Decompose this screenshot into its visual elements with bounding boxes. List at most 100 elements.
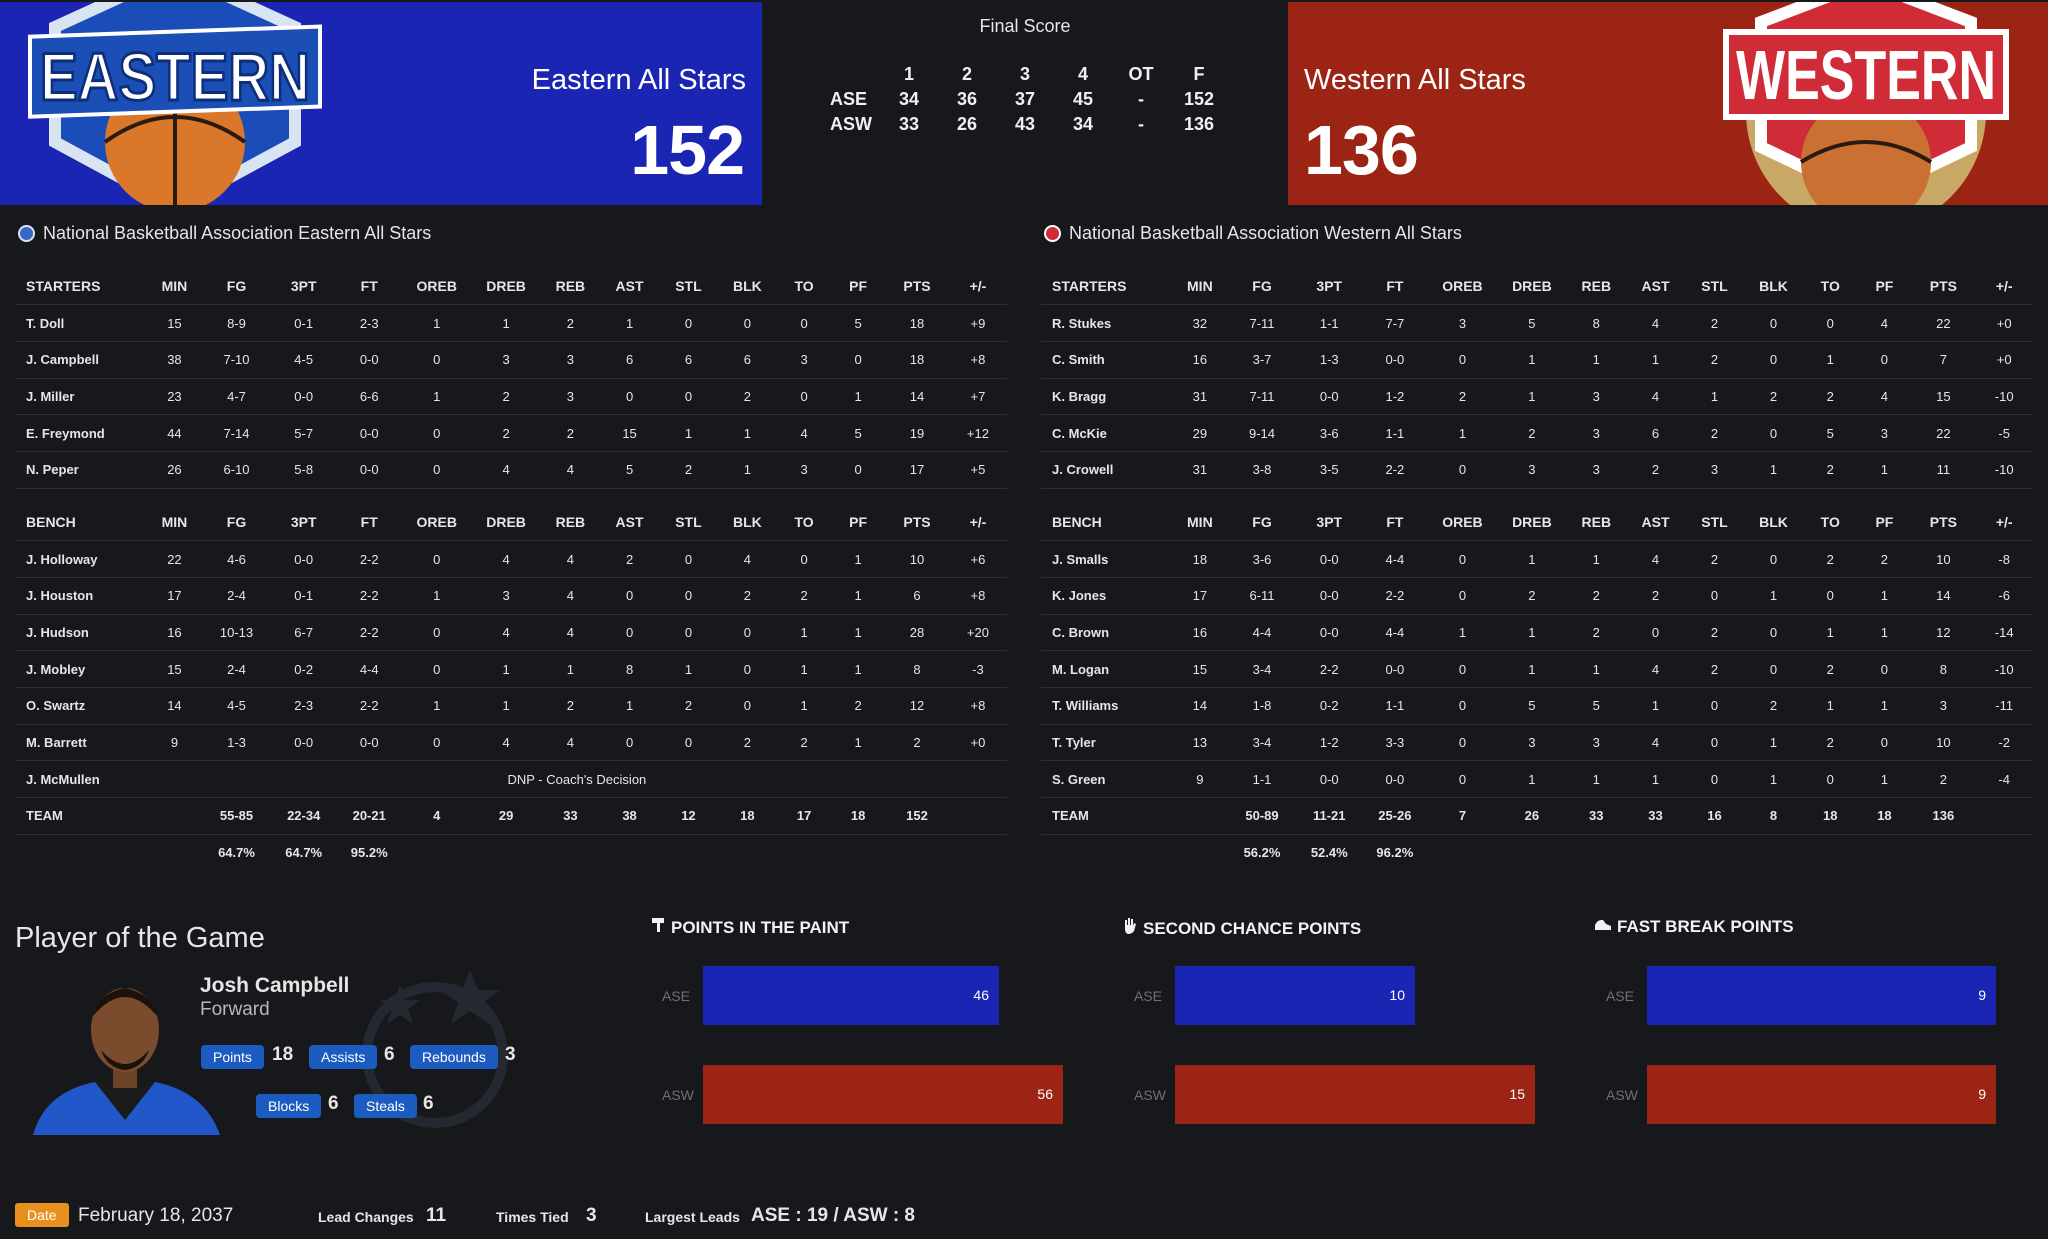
column-header: PF — [831, 268, 886, 306]
stat-cell: 1 — [776, 687, 832, 725]
stat-cell: 18 — [831, 797, 886, 835]
stat-cell: 64.7% — [285, 845, 323, 861]
linescore-cell: 152 — [1183, 89, 1215, 109]
stat-cell: 0 — [1857, 341, 1912, 379]
player-name-cell: J. Mobley — [15, 650, 147, 689]
stat-cell: 0 — [776, 304, 832, 342]
stat-cell: 18 — [1803, 797, 1858, 835]
stat-cell: 22 — [1911, 304, 1976, 342]
stat-cell: 2-3 — [270, 687, 337, 725]
team-totals-row: TEAM 55-85 22-34 20-21 4 29 33 38 12 18 17 18 152 — [15, 797, 1007, 835]
stat-cell: 3 — [1685, 451, 1744, 489]
stat-cell: 0 — [1857, 650, 1912, 689]
stat-cell: -11 — [1975, 687, 2033, 725]
stat-cell: 2-2 — [336, 687, 402, 725]
linescore-cell: 36 — [956, 89, 978, 109]
stat-cell: 3 — [1566, 724, 1626, 762]
stat-cell: 38 — [600, 797, 660, 835]
game-date: February 18, 2037 — [78, 1205, 234, 1226]
column-header: AST — [600, 504, 660, 542]
column-header: MIN — [1172, 268, 1228, 306]
linescore-cell: 37 — [1014, 89, 1036, 109]
stat-cell: 32 — [1172, 304, 1228, 342]
stat-cell: 0-0 — [1296, 540, 1363, 578]
linescore-panel: Final Score 1 2 3 4 OT F ASE 34 36 37 45… — [762, 0, 1288, 205]
player-name-cell: S. Green — [1041, 760, 1173, 799]
east-team-banner: EASTERN Eastern All Stars 152 — [0, 2, 762, 205]
stat-cell: 18 — [717, 797, 777, 835]
stat-cell: 2-2 — [1296, 650, 1363, 689]
stat-cell: 1 — [659, 650, 718, 689]
west-team-name: Western All Stars — [1304, 64, 1526, 96]
stat-cell: 6 — [600, 341, 660, 379]
stat-cell: 4 — [471, 540, 541, 578]
stat-cell: 2 — [1497, 577, 1567, 615]
west-box-title: National Basketball Association Western … — [1044, 223, 1462, 244]
stat-cell: 12 — [1911, 614, 1976, 652]
column-header: +/- — [948, 504, 1007, 542]
column-header: FT — [336, 504, 402, 542]
stat-cell: 1 — [1427, 614, 1498, 652]
linescore-cell: ASE — [830, 89, 868, 109]
stat-cell: -14 — [1975, 614, 2033, 652]
player-name-cell: C. Smith — [1041, 341, 1173, 379]
linescore-cell: ASW — [830, 114, 872, 134]
column-header: FG — [202, 268, 271, 306]
stat-cell: 3 — [1911, 687, 1976, 725]
stat-cell: +6 — [948, 540, 1007, 578]
stat-cell: 4 — [471, 724, 541, 762]
stat-cell: 152 — [885, 797, 949, 835]
stat-cell: 18 — [885, 341, 949, 379]
player-name-cell: N. Peper — [15, 451, 147, 489]
stat-cell: 16 — [146, 614, 203, 652]
stat-cell: 0 — [401, 540, 472, 578]
stat-cell: 1 — [1497, 760, 1567, 799]
column-header: TO — [1803, 504, 1858, 542]
stat-cell: 1 — [1566, 650, 1626, 689]
stat-cell: 0 — [659, 304, 718, 342]
stat-cell: 6-7 — [270, 614, 337, 652]
linescore-row-ase: ASE 34 36 37 45 - 152 — [830, 87, 1228, 112]
stat-cell: 1 — [1427, 414, 1498, 452]
stat-cell: 0 — [659, 577, 718, 615]
stat-cell: 4 — [1857, 378, 1912, 416]
column-header: OREB — [1427, 268, 1498, 306]
player-row: K. Bragg 31 7-11 0-0 1-2 2 1 3 4 1 2 2 4 15 -10 — [1041, 378, 2033, 416]
stat-cell: 2 — [1803, 540, 1858, 578]
asw-bar: 15 — [1175, 1065, 1535, 1124]
player-row: J. Campbell 38 7-10 4-5 0-0 0 3 3 6 6 6 3 0 18 +8 — [15, 341, 1007, 379]
stat-cell: 2 — [1803, 378, 1858, 416]
stat-cell: 16 — [1685, 797, 1744, 835]
scoreboard-header: EASTERN Eastern All Stars 152 Final Scor… — [0, 0, 2048, 205]
player-name-cell: T. Tyler — [1041, 724, 1173, 762]
column-header: STL — [659, 268, 718, 306]
stat-cell: 7-11 — [1227, 304, 1297, 342]
column-header: MIN — [146, 504, 203, 542]
column-header: DREB — [471, 268, 541, 306]
player-of-game-title: Player of the Game — [15, 922, 265, 954]
east-box-title-text: National Basketball Association Eastern … — [43, 223, 432, 243]
stat-cell: 1 — [1857, 687, 1912, 725]
stat-cell: 1 — [1625, 760, 1686, 799]
stat-cell: 6-6 — [336, 378, 402, 416]
column-header: 3PT — [270, 268, 337, 306]
starters-header-row: STARTERS MIN FG 3PT FT OREB DREB REB AST STL BLK TO… — [15, 268, 1007, 306]
stat-cell: 13 — [1172, 724, 1228, 762]
stat-cell: 8 — [885, 650, 949, 689]
stat-cell: 0 — [1743, 650, 1804, 689]
stat-cell: 2-4 — [202, 577, 271, 615]
stat-cell: 25-26 — [1362, 797, 1428, 835]
player-row: J. Holloway 22 4-6 0-0 2-2 0 4 4 2 0 4 0 1 10 +6 — [15, 540, 1007, 578]
stat-cell — [948, 797, 1007, 835]
stat-cell: 1 — [831, 614, 886, 652]
player-row: T. Tyler 13 3-4 1-2 3-3 0 3 3 4 0 1 2 0 10 -2 — [1041, 724, 2033, 762]
team-totals-row: TEAM 50-89 11-21 25-26 7 26 33 33 16 8 18 18 136 — [1041, 797, 2033, 835]
east-team-score: 152 — [630, 111, 745, 189]
column-header: BLK — [1743, 268, 1804, 306]
stat-cell: 14 — [1172, 687, 1228, 725]
stat-cell: 1-3 — [202, 724, 271, 762]
bench-header-row: BENCH MIN FG 3PT FT OREB DREB REB AST STL BLK TO PF P… — [15, 504, 1007, 542]
stat-cell: 56.2% — [1243, 845, 1281, 861]
west-box-score-table: STARTERS MIN FG 3PT FT OREB DREB REB AST STL BLK TO… — [1041, 268, 2033, 871]
column-header: PF — [1857, 504, 1912, 542]
